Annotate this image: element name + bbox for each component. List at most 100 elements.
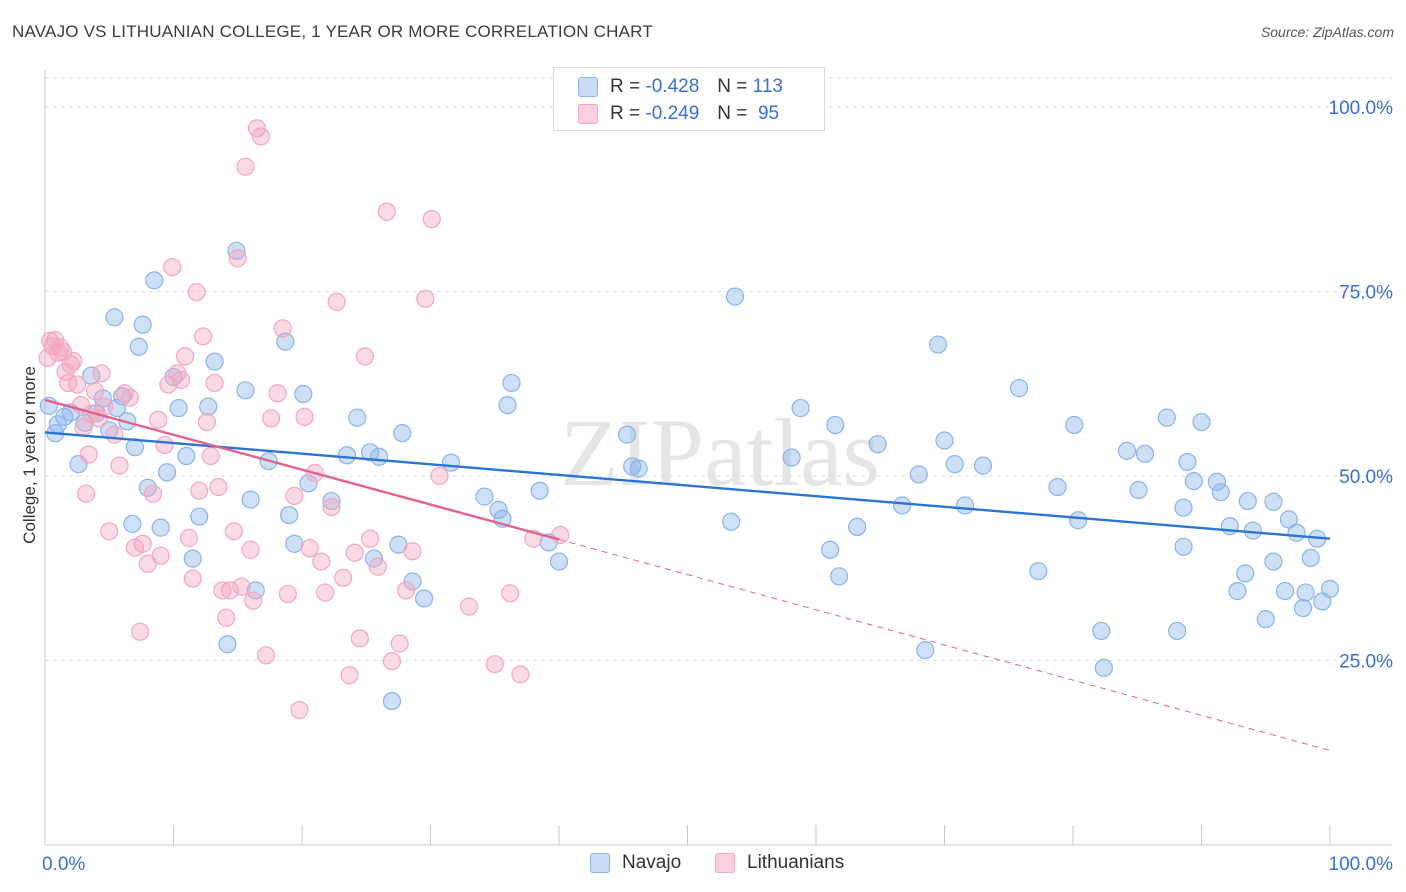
navajo-point xyxy=(105,308,124,327)
navajo-point xyxy=(1301,548,1320,567)
lithuanians-point xyxy=(77,484,96,503)
navajo-point xyxy=(973,456,993,475)
navajo-point xyxy=(218,635,237,654)
watermark: ZIPatlas xyxy=(560,399,880,506)
navajo-point xyxy=(123,514,142,534)
navajo-point xyxy=(1275,581,1295,601)
lithuanians-point xyxy=(155,435,174,455)
lithuanians-point xyxy=(197,412,217,432)
navajo-point xyxy=(285,534,304,553)
navajo-point xyxy=(236,381,255,400)
lithuanians-legend-icon xyxy=(715,853,735,873)
navajo-point xyxy=(1211,483,1230,502)
navajo-point xyxy=(246,581,265,600)
navajo-point xyxy=(1174,537,1193,556)
n-label: N = xyxy=(717,103,748,124)
lithuanians-point xyxy=(350,629,369,648)
navajo-point xyxy=(955,496,975,515)
lithuanians-point xyxy=(175,347,195,366)
lithuanians-point xyxy=(334,568,353,587)
navajo-point xyxy=(791,398,810,418)
tick-labels: 25.0% 50.0% 75.0% 100.0% 0.0% 100.0% xyxy=(42,98,1393,875)
chart-title: NAVAJO VS LITHUANIAN COLLEGE, 1 YEAR OR … xyxy=(12,22,653,41)
navajo-point xyxy=(1048,477,1067,497)
lithuanians-point xyxy=(172,370,191,390)
navajo-legend-icon xyxy=(590,853,610,873)
y-tick-label-100: 100.0% xyxy=(1329,98,1394,119)
navajo-point xyxy=(892,496,912,515)
lithuanians-point xyxy=(213,581,232,600)
navajo-legend-label: Navajo xyxy=(622,852,682,873)
navajo-point xyxy=(190,507,209,526)
navajo-point xyxy=(722,512,741,531)
lithuanians-point xyxy=(295,407,314,427)
navajo-point xyxy=(205,352,224,371)
r-label: R = xyxy=(610,103,641,124)
navajo-point xyxy=(1157,408,1176,427)
lithuanians-point xyxy=(143,484,163,503)
navajo-point xyxy=(549,552,569,571)
lithuanians-point xyxy=(244,591,263,610)
navajo-point xyxy=(909,465,928,484)
r-label: R = xyxy=(610,76,641,97)
legend-row-lithuanians: R = -0.249 N = 95 xyxy=(578,102,779,126)
lithuanians-point xyxy=(340,666,359,685)
navajo-point xyxy=(935,431,954,450)
navajo-point xyxy=(618,425,637,444)
navajo-point xyxy=(868,435,887,454)
lithuanians-point xyxy=(403,542,422,561)
lithuanians-point xyxy=(224,522,243,541)
lithuanians-point xyxy=(100,522,119,541)
navajo-point xyxy=(1092,621,1111,641)
navajo-point xyxy=(138,478,157,497)
legend-row-navajo: R = -0.428 N = 113 xyxy=(578,75,783,99)
lithuanians-point xyxy=(95,397,114,416)
navajo-swatch-icon xyxy=(578,77,598,97)
navajo-point xyxy=(928,335,948,354)
navajo-point xyxy=(1129,480,1148,500)
navajo-point xyxy=(1256,610,1275,629)
lithuanians-point xyxy=(86,381,105,401)
y-tick-label-50: 50.0% xyxy=(1339,467,1393,488)
navajo-point xyxy=(1296,583,1315,602)
navajo-point xyxy=(1174,498,1193,517)
navajo-point xyxy=(145,271,164,290)
lithuanians-point xyxy=(251,127,270,146)
lithuanians-point xyxy=(285,486,304,505)
lithuanians-point xyxy=(382,652,402,671)
lithuanians-point xyxy=(262,409,281,428)
lithuanians-point xyxy=(59,373,78,393)
navajo-point xyxy=(1192,412,1211,432)
lithuanians-point xyxy=(68,375,87,394)
navajo-point xyxy=(157,463,177,482)
navajo-point xyxy=(502,373,521,393)
lithuanians-point xyxy=(316,583,335,602)
lithuanians-point xyxy=(48,343,67,362)
lithuanians-point xyxy=(130,622,150,641)
lithuanians-r-value: -0.249 xyxy=(645,103,700,124)
navajo-point xyxy=(848,517,867,536)
lithuanians-point xyxy=(163,257,182,277)
lithuanians-point xyxy=(312,552,331,571)
navajo-point xyxy=(227,241,246,260)
lithuanians-point xyxy=(183,569,202,588)
navajo-point xyxy=(629,459,648,478)
lithuanians-point xyxy=(120,388,139,407)
lithuanians-point xyxy=(430,466,449,486)
lithuanians-point xyxy=(345,543,364,562)
navajo-point xyxy=(241,490,260,509)
lithuanians-point xyxy=(236,157,255,176)
navajo-point xyxy=(1094,658,1113,677)
x-tick-label-min: 0.0% xyxy=(42,854,85,875)
lithuanians-n-value: 95 xyxy=(757,103,780,124)
lithuanians-point xyxy=(217,608,236,627)
lithuanians-point xyxy=(110,456,129,475)
lithuanians-point xyxy=(220,581,240,600)
navajo-point xyxy=(1320,579,1340,598)
lithuanians-point xyxy=(390,634,409,653)
navajo-point xyxy=(169,398,188,418)
lithuanians-point xyxy=(79,445,98,464)
navajo-point xyxy=(1287,523,1306,542)
lithuanians-point xyxy=(179,528,199,548)
navajo-point xyxy=(151,518,170,537)
